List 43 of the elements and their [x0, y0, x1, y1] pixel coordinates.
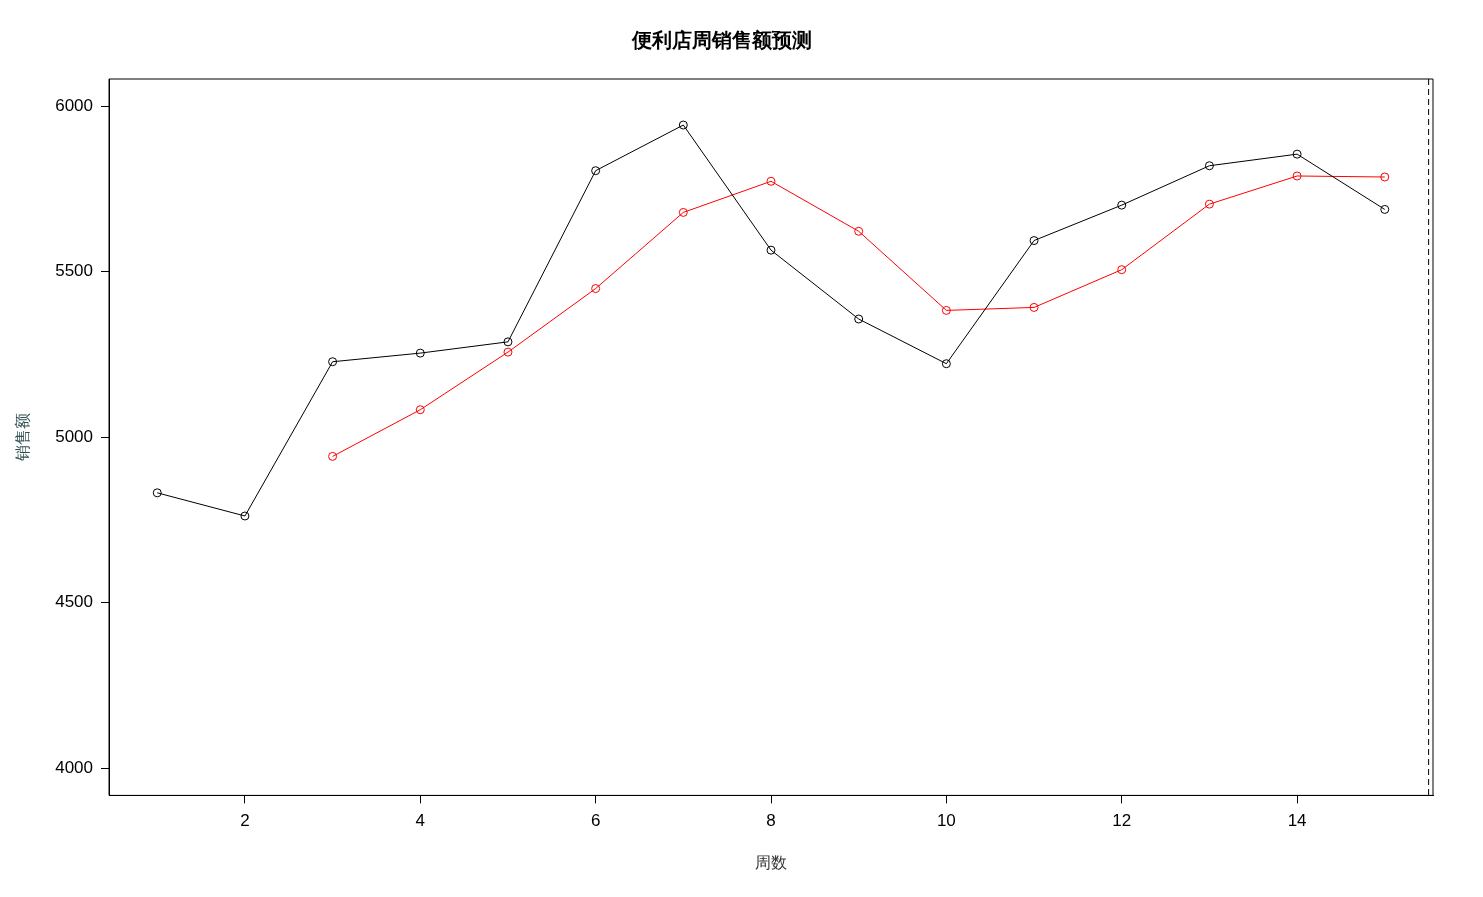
y-tick-label: 4500 — [55, 592, 94, 612]
y-tick-label: 6000 — [55, 95, 94, 115]
y-axis-title: 销售额 — [13, 413, 31, 463]
point — [1029, 302, 1039, 312]
x-axis-title: 周数 — [755, 853, 788, 871]
x-tick-label: 12 — [1112, 811, 1132, 831]
y-tick-label: 4000 — [55, 757, 94, 777]
x-tick-label: 14 — [1287, 811, 1307, 831]
x-tick-label: 10 — [936, 811, 956, 831]
point — [415, 405, 425, 415]
point — [503, 347, 513, 357]
chart-title: 便利店周销售额预测 — [630, 29, 812, 52]
point — [766, 176, 776, 186]
point — [1117, 265, 1127, 275]
point — [415, 348, 425, 358]
point — [1204, 161, 1214, 171]
point — [1117, 200, 1127, 210]
point — [328, 451, 338, 461]
point — [1029, 236, 1039, 246]
point — [328, 357, 338, 367]
point — [152, 488, 162, 498]
x-tick-label: 2 — [240, 811, 250, 831]
point — [503, 337, 513, 347]
point — [591, 284, 601, 294]
point — [766, 245, 776, 255]
point — [1204, 199, 1214, 209]
point — [1380, 204, 1390, 214]
point — [678, 207, 688, 217]
point — [1292, 149, 1302, 159]
point — [240, 511, 250, 521]
y-tick-label: 5000 — [55, 426, 94, 446]
x-tick-label: 6 — [590, 811, 601, 831]
point — [591, 166, 601, 176]
point — [941, 359, 951, 369]
point — [1380, 172, 1390, 182]
x-tick-label: 8 — [766, 811, 776, 831]
point — [854, 226, 864, 236]
y-tick-label: 5500 — [55, 261, 94, 281]
x-tick-label: 4 — [415, 811, 426, 831]
point — [941, 305, 951, 315]
point — [1292, 171, 1302, 181]
point — [854, 314, 864, 324]
point — [678, 120, 688, 130]
